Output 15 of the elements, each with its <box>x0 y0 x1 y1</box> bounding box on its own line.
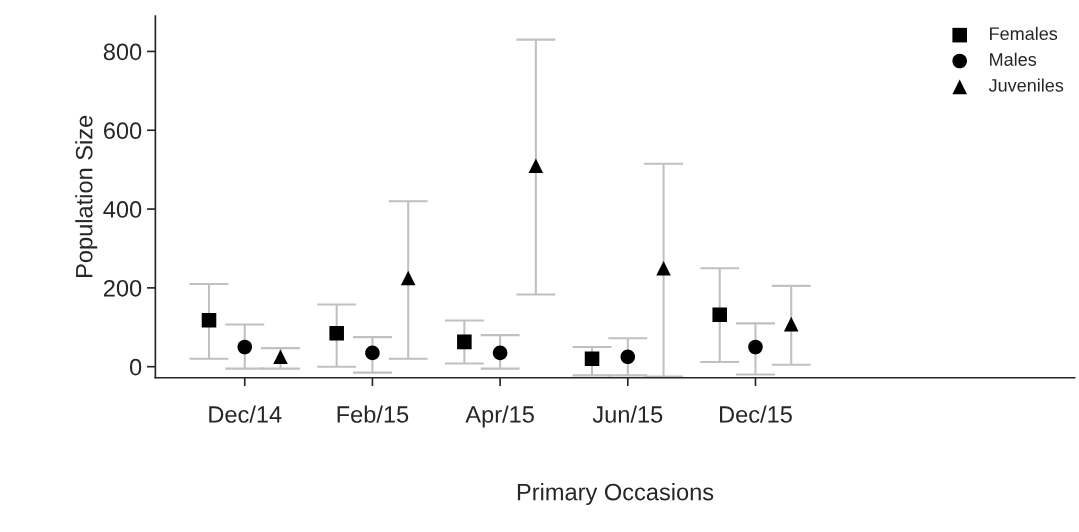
y-axis-title: Population Size <box>75 115 98 277</box>
y-tick-label: 200 <box>103 279 142 297</box>
legend-label: Males <box>990 52 1037 66</box>
legend-label: Juveniles <box>988 78 1064 92</box>
y-tick-label: 0 <box>129 358 142 376</box>
y-tick-label: 400 <box>103 201 142 218</box>
x-tick-label: Feb/15 <box>337 405 409 423</box>
x-axis-title: Primary Occasions <box>517 483 714 506</box>
x-tick-label: Jun/15 <box>592 405 663 423</box>
y-tick-label: 800 <box>103 43 142 61</box>
legend-label: Females <box>990 26 1058 41</box>
x-tick-label: Dec/14 <box>209 405 282 423</box>
y-tick-label: 600 <box>103 122 142 140</box>
x-tick-label: Apr/15 <box>465 405 534 428</box>
x-tick-label: Dec/15 <box>720 405 792 423</box>
